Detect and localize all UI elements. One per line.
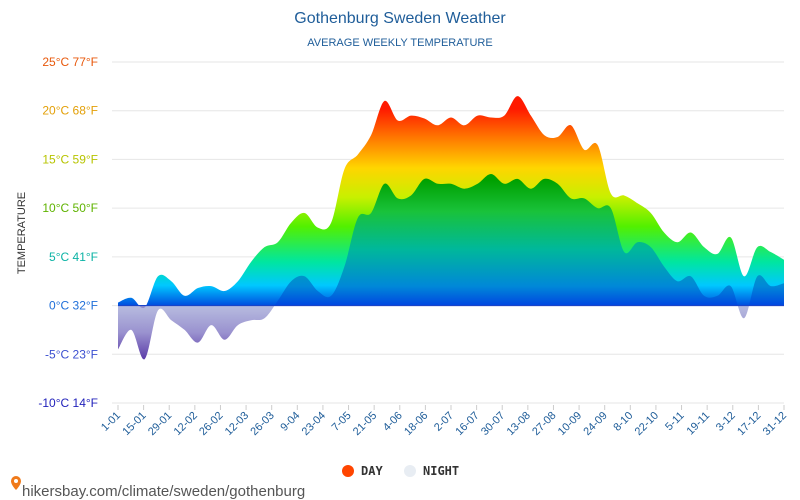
x-tick-label: 10-09 bbox=[556, 410, 584, 438]
y-tick-label: 20°C 68°F bbox=[42, 104, 98, 118]
y-axis-label: TEMPERATURE bbox=[16, 192, 28, 274]
x-tick-label: 8-10 bbox=[611, 410, 635, 434]
legend-night-label: NIGHT bbox=[423, 464, 459, 478]
x-tick-label: 23-04 bbox=[300, 410, 328, 438]
x-tick-label: 13-08 bbox=[505, 410, 533, 438]
night-series-area bbox=[274, 174, 784, 305]
x-tick-label: 30-07 bbox=[479, 410, 507, 438]
series-areas bbox=[118, 96, 784, 360]
x-tick-label: 12-02 bbox=[172, 410, 200, 438]
x-tick-label: 31-12 bbox=[761, 410, 789, 438]
x-tick-label: 12-03 bbox=[223, 410, 251, 438]
x-tick-label: 22-10 bbox=[633, 410, 661, 438]
y-tick-labels: 25°C 77°F 20°C 68°F 15°C 59°F 10°C 50°F 5°C … bbox=[38, 55, 98, 410]
legend-night-marker bbox=[404, 465, 416, 477]
night-negative-area bbox=[118, 305, 784, 360]
x-tick-label: 21-05 bbox=[351, 410, 379, 438]
x-tick-label: 16-07 bbox=[453, 410, 481, 438]
y-tick-label: 15°C 59°F bbox=[42, 152, 98, 166]
x-tick-label: 9-04 bbox=[278, 410, 302, 434]
x-tick-label: 19-11 bbox=[684, 410, 712, 438]
source-link[interactable]: hikersbay.com/climate/sweden/gothenburg bbox=[22, 483, 305, 500]
legend-day-label: DAY bbox=[361, 464, 383, 478]
y-tick-label: 25°C 77°F bbox=[42, 55, 98, 69]
x-tick-label: 26-03 bbox=[248, 410, 276, 438]
source-attribution[interactable]: hikersbay.com/climate/sweden/gothenburg bbox=[11, 476, 305, 500]
x-tick-label: 18-06 bbox=[402, 410, 430, 438]
x-tick-label: 17-12 bbox=[735, 410, 763, 438]
chart-title: Gothenburg Sweden Weather bbox=[294, 10, 506, 27]
y-tick-label: -5°C 23°F bbox=[45, 347, 98, 361]
x-tick-label: 15-01 bbox=[120, 410, 148, 438]
x-tick-label: 24-09 bbox=[581, 410, 609, 438]
y-tick-label: 0°C 32°F bbox=[49, 299, 98, 313]
y-tick-label: 10°C 50°F bbox=[42, 201, 98, 215]
x-tick-label: 5-11 bbox=[663, 410, 686, 433]
y-tick-label: 5°C 41°F bbox=[49, 250, 98, 264]
legend-day-marker bbox=[342, 465, 354, 477]
x-tick-label: 26-02 bbox=[197, 410, 225, 438]
x-tick-label: 29-01 bbox=[146, 410, 174, 438]
chart-subtitle: AVERAGE WEEKLY TEMPERATURE bbox=[307, 37, 492, 49]
legend: DAY NIGHT bbox=[342, 464, 459, 478]
y-tick-label: -10°C 14°F bbox=[38, 396, 98, 410]
x-tick-label: 27-08 bbox=[530, 410, 558, 438]
